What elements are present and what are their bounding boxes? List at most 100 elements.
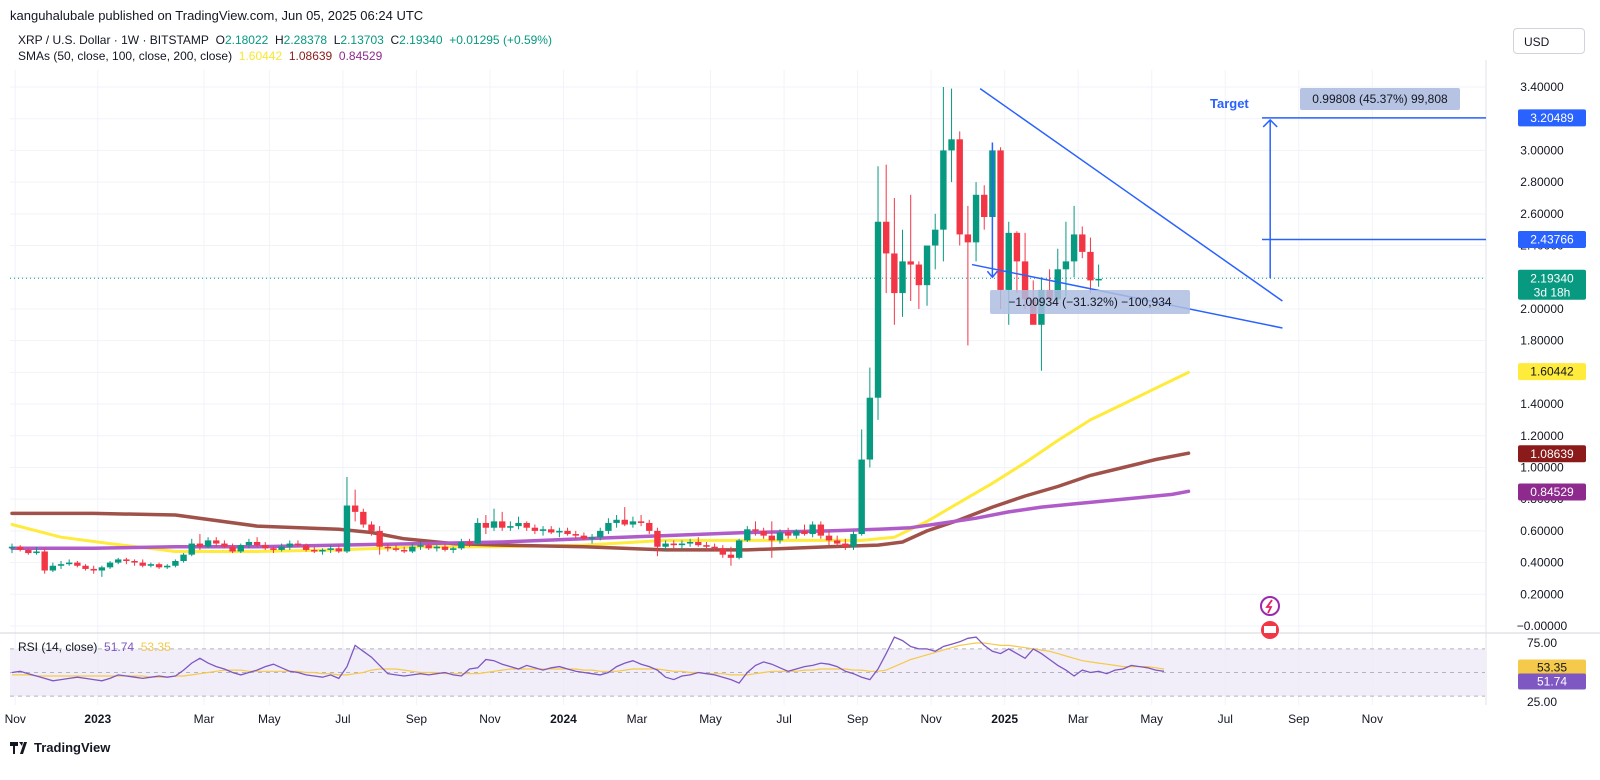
candle[interactable] [768,521,776,558]
event-icons[interactable] [1260,596,1280,639]
candle[interactable] [539,526,547,536]
rsi-legend[interactable]: RSI (14, close) 51.74 53.35 [18,640,171,654]
candle[interactable] [964,205,972,346]
candle[interactable] [400,546,408,554]
candle[interactable] [335,545,342,554]
candle[interactable] [784,527,792,539]
candle[interactable] [727,546,735,566]
candle[interactable] [237,543,244,554]
candle[interactable] [948,88,955,183]
sma100-line[interactable] [10,451,1191,552]
candle[interactable] [499,511,506,531]
candle[interactable] [115,557,122,565]
candle[interactable] [384,543,392,552]
candle[interactable] [8,543,16,554]
candle[interactable] [41,548,48,574]
candle[interactable] [711,543,718,552]
candle[interactable] [866,367,874,468]
candle[interactable] [997,147,1004,309]
candle[interactable] [629,516,637,528]
candle[interactable] [580,532,588,541]
candle[interactable] [760,527,767,539]
candle[interactable] [1079,226,1086,259]
candle[interactable] [49,562,57,573]
target-measure-box[interactable] [1300,88,1460,110]
candle[interactable] [245,538,253,549]
candle[interactable] [1087,237,1094,294]
candle[interactable] [131,559,138,566]
candle[interactable] [588,534,596,544]
candle[interactable] [82,564,89,571]
candle[interactable] [106,561,114,569]
rsi-ma-line[interactable] [12,642,1165,678]
candle[interactable] [932,213,939,270]
candle[interactable] [956,131,963,246]
candle[interactable] [90,565,97,574]
candle[interactable] [221,540,228,549]
candle[interactable] [262,541,269,550]
candle[interactable] [270,546,277,554]
candle[interactable] [482,515,490,535]
candle[interactable] [474,518,481,546]
candle[interactable] [735,538,743,560]
candle[interactable] [744,526,751,542]
candle[interactable] [311,546,318,554]
candle[interactable] [458,538,465,550]
drop-measure-box[interactable] [990,290,1190,314]
symbol-name[interactable]: XRP / U.S. Dollar · 1W · BITSTAMP [18,33,209,47]
currency-button[interactable]: USD [1513,28,1585,54]
candle[interactable] [417,541,424,550]
candle[interactable] [1095,264,1102,287]
candle[interactable] [891,197,898,325]
tradingview-brand[interactable]: TradingView [10,740,110,755]
candle[interactable] [286,540,293,550]
candle[interactable] [123,557,130,565]
candle[interactable] [425,543,432,550]
candle[interactable] [556,527,563,538]
candle[interactable] [572,530,579,539]
candle[interactable] [923,245,931,306]
candle[interactable] [180,553,187,563]
candle[interactable] [776,529,784,544]
candle[interactable] [719,545,726,558]
candle[interactable] [327,545,334,554]
candle[interactable] [940,87,947,262]
candle[interactable] [842,538,849,550]
candle[interactable] [695,537,702,547]
candle[interactable] [605,518,612,535]
candle[interactable] [253,537,261,547]
candle[interactable] [1062,221,1070,297]
candle[interactable] [409,543,416,554]
candle[interactable] [515,516,522,530]
candle[interactable] [833,535,841,547]
candle[interactable] [858,429,865,536]
candle[interactable] [74,561,81,568]
upper-trendline[interactable] [979,87,1283,302]
candle[interactable] [441,543,449,552]
candle[interactable] [1013,231,1021,294]
candle[interactable] [972,182,980,262]
candle[interactable] [686,538,694,547]
candle[interactable] [613,515,620,528]
candle[interactable] [907,194,914,302]
candle[interactable] [98,565,106,577]
candle[interactable] [548,526,555,535]
candle[interactable] [368,521,375,536]
candle[interactable] [662,540,669,552]
candle[interactable] [597,527,604,541]
candle[interactable] [703,541,710,550]
candle[interactable] [33,546,40,555]
candle[interactable] [302,543,310,552]
rsi-line[interactable] [11,636,1165,684]
lightning-event-icon[interactable] [1260,596,1280,616]
candle[interactable] [523,521,530,531]
candle[interactable] [646,519,653,535]
candle[interactable] [278,543,285,552]
candle[interactable] [196,534,204,550]
candle[interactable] [147,562,155,568]
candle[interactable] [981,185,988,230]
candle[interactable] [490,508,498,531]
candle[interactable] [449,546,457,554]
